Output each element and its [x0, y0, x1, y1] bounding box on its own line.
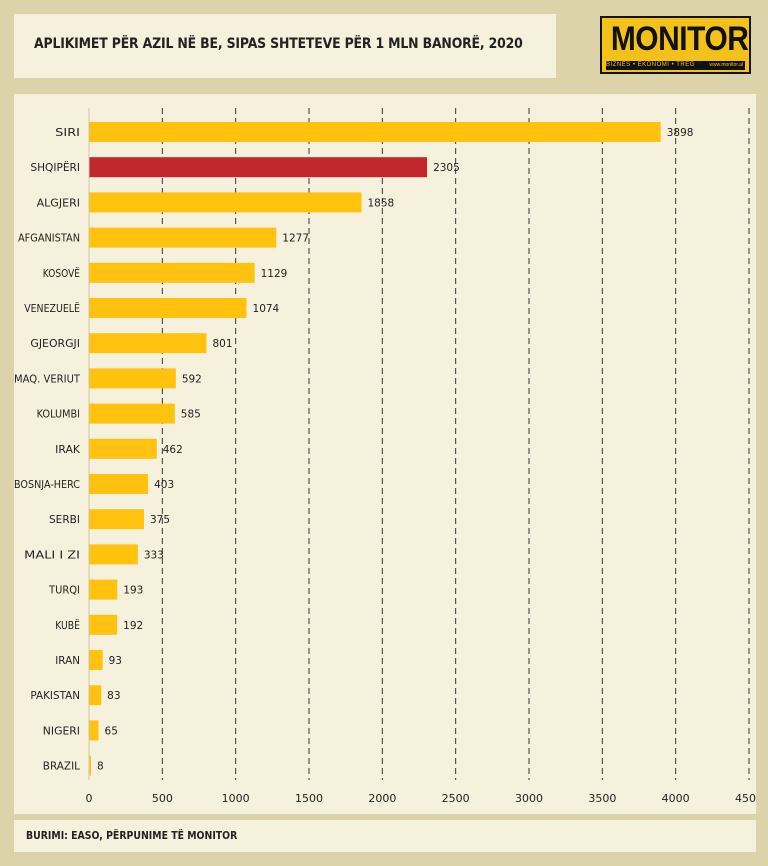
logo-wordmark: MONITOR [610, 20, 749, 58]
category-label: KUBË [55, 619, 80, 632]
data-label: 1074 [253, 303, 280, 315]
bar-14 [89, 614, 118, 635]
x-tick-label: 1500 [295, 792, 323, 805]
data-label: 375 [150, 514, 170, 526]
title-box: APLIKIMET PËR AZIL NË BE, SIPAS SHTETEVE… [14, 14, 556, 78]
bar-9 [89, 438, 157, 459]
x-tick-label: 0 [86, 792, 93, 805]
x-tick-label: 500 [152, 792, 173, 805]
category-label: KOSOVË [43, 267, 80, 280]
category-label: PAKISTAN [30, 690, 80, 702]
source-note: BURIMI: EASO, PËRPUNIME TË MONITOR [26, 829, 238, 842]
data-label: 585 [181, 409, 201, 421]
logo-url: www.monitor.al [709, 62, 743, 68]
category-label: TURQI [48, 585, 80, 597]
bar-16 [89, 685, 102, 706]
data-label: 192 [123, 620, 143, 632]
x-tick-label: 3000 [515, 792, 543, 805]
data-label: 592 [182, 373, 202, 385]
data-label: 801 [212, 338, 232, 350]
bar-3 [89, 227, 277, 248]
x-tick-label: 4000 [662, 792, 690, 805]
data-label: 193 [123, 585, 143, 597]
category-label: KOLUMBI [37, 409, 80, 421]
bar-17 [89, 720, 99, 741]
category-label: MALI I ZI [24, 549, 80, 561]
x-tick-label: 3500 [588, 792, 616, 805]
bar-1 [89, 157, 428, 178]
category-label: IRAN [55, 655, 80, 667]
data-label: 2305 [433, 162, 460, 174]
bar-8 [89, 403, 175, 424]
category-label: GJEORGJI [30, 338, 80, 350]
bar-0 [89, 122, 661, 142]
data-label: 462 [163, 444, 183, 456]
chart-panel: 0 500 1000 1500 2000 2500 3000 3500 4000 4500 SIRI… [14, 94, 756, 814]
data-label: 8 [97, 761, 104, 773]
category-label: IRAK [55, 444, 81, 456]
data-label: 1277 [282, 233, 309, 245]
bar-4 [89, 262, 255, 283]
x-tick-label: 1000 [222, 792, 250, 805]
bar-13 [89, 579, 118, 600]
bar-15 [89, 650, 103, 670]
bar-10 [89, 474, 149, 494]
category-label: ALGJERI [37, 197, 80, 209]
bar-2 [89, 192, 362, 213]
bar-11 [89, 509, 144, 530]
category-label: NIGERI [43, 725, 80, 737]
category-label: VENEZUELË [24, 302, 80, 315]
category-label: BRAZIL [43, 761, 80, 773]
data-label: 65 [105, 725, 118, 737]
data-label: 403 [154, 479, 174, 491]
category-label: SIRI [55, 127, 80, 139]
data-label: 83 [107, 690, 120, 702]
monitor-logo: MONITOR BIZNES • EKONOMI • TREG www.moni… [600, 16, 751, 74]
category-label: BOSNJA-HERC [14, 479, 80, 491]
chart-title: APLIKIMET PËR AZIL NË BE, SIPAS SHTETEVE… [34, 36, 523, 52]
logo-tagline: BIZNES • EKONOMI • TREG [606, 62, 695, 68]
x-tick-label: 4500 [735, 792, 756, 805]
category-label: MAQ. VERIUT [14, 373, 81, 385]
x-tick-label: 2000 [368, 792, 396, 805]
bar-chart: 0 500 1000 1500 2000 2500 3000 3500 4000 4500 SIRI… [14, 108, 756, 805]
category-label: SHQIPËRI [30, 161, 80, 174]
bar-5 [89, 298, 247, 318]
category-label: AFGANISTAN [18, 233, 80, 245]
data-label: 333 [144, 549, 164, 561]
bar-6 [89, 333, 207, 354]
x-tick-label: 2500 [442, 792, 470, 805]
logo-tagline-bar [606, 61, 745, 70]
bar-18 [89, 755, 91, 776]
data-label: 93 [109, 655, 122, 667]
category-label: SERBI [49, 514, 80, 526]
data-label: 3898 [667, 127, 694, 139]
data-label: 1858 [368, 197, 395, 209]
bar-7 [89, 368, 176, 389]
source-box: BURIMI: EASO, PËRPUNIME TË MONITOR [14, 820, 756, 852]
bar-12 [89, 544, 138, 565]
data-label: 1129 [261, 268, 288, 280]
